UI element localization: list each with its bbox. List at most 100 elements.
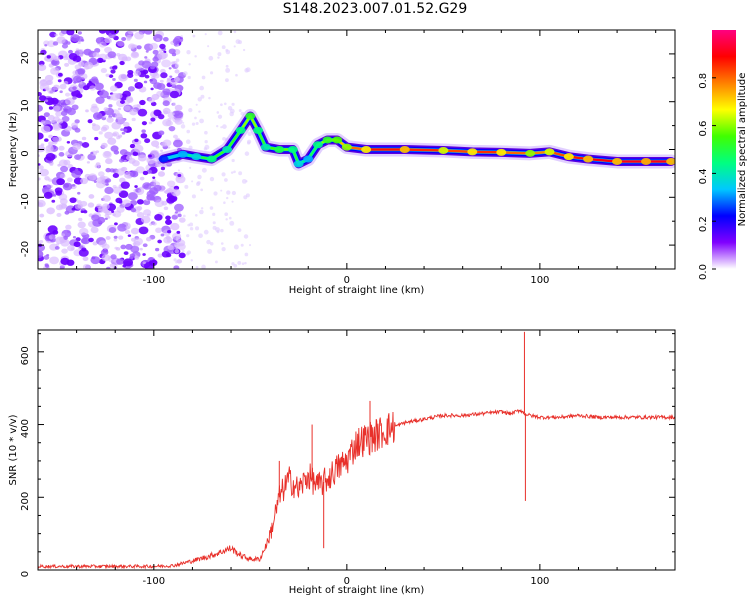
noise-blob [220,228,224,233]
noise-blob [177,173,182,177]
noise-blob [99,90,109,99]
noise-blob [245,180,248,183]
noise-blob [161,59,172,68]
noise-blob [61,115,70,123]
noise-blob [166,77,171,81]
noise-blob [143,80,148,84]
noise-blob [84,61,94,70]
noise-blob [245,193,250,198]
noise-blob [195,226,200,231]
noise-blob [161,251,170,258]
noise-blob [220,103,223,107]
colorbar-tick-label: 0.8 [698,73,709,89]
noise-blob [133,237,144,246]
noise-blob [155,38,160,42]
noise-blob [199,85,205,91]
noise-blob [69,197,77,204]
line-frame [37,329,676,571]
noise-blob [174,63,180,68]
noise-blob [112,186,122,194]
noise-blob [163,236,173,244]
noise-blob [226,196,229,200]
noise-blob [78,53,84,57]
noise-blob [49,162,54,166]
ridge-point [467,148,478,156]
noise-blob [103,107,109,112]
noise-blob [152,176,156,179]
noise-blob [77,191,81,195]
noise-blob [231,262,235,266]
noise-blob [101,254,111,262]
noise-blob [174,104,183,111]
noise-blob [138,60,145,66]
line-area [38,331,675,570]
ridge-point [322,136,333,144]
noise-blob [233,45,236,48]
noise-blob [249,244,252,247]
noise-blob [38,199,46,208]
noise-blob [134,82,144,89]
noise-blob [94,82,104,91]
noise-blob [125,243,133,250]
noise-blob [142,170,149,176]
noise-blob [59,83,67,90]
noise-blob [133,144,144,153]
noise-blob [48,234,56,240]
noise-blob [184,184,189,189]
noise-blob [78,49,84,54]
noise-blob [105,236,111,240]
noise-blob [47,40,56,48]
noise-blob [144,56,148,59]
noise-blob [104,131,114,139]
noise-blob [223,102,227,106]
noise-blob [97,165,101,169]
noise-blob [39,168,49,177]
noise-blob [125,95,133,102]
noise-blob [65,92,71,97]
x-tick-label: 100 [530,275,549,286]
noise-blob [127,86,135,92]
noise-blob [185,139,191,145]
noise-blob [116,52,121,57]
noise-blob [199,209,204,215]
noise-blob [105,167,111,173]
noise-blob [104,217,108,220]
noise-blob [201,264,206,269]
noise-blob [78,248,89,257]
noise-blob [48,134,53,139]
noise-blob [191,180,194,183]
noise-blob [154,213,163,221]
noise-blob [173,265,180,269]
ridge-point [177,150,188,158]
noise-blob [212,225,217,230]
noise-blob [44,176,50,181]
noise-blob [217,56,220,59]
noise-blob [160,166,166,171]
noise-blob [204,144,210,150]
noise-blob [50,67,60,75]
noise-blob [127,234,132,237]
noise-blob [44,97,55,106]
noise-blob [149,42,158,50]
noise-blob [38,201,41,206]
noise-blob [81,142,90,148]
noise-blob [56,212,62,217]
noise-blob [98,131,103,135]
noise-blob [56,36,66,44]
noise-blob [203,229,209,235]
noise-blob [39,213,45,218]
noise-blob [173,258,177,262]
noise-blob [176,259,183,264]
noise-blob [134,185,138,188]
noise-blob [171,112,175,116]
noise-blob [38,132,44,140]
noise-blob [130,44,135,49]
noise-blob [168,67,172,70]
noise-blob [54,187,63,194]
noise-blob [112,172,120,179]
noise-blob [55,204,64,211]
noise-blob [38,104,43,112]
noise-blob [121,199,132,208]
noise-blob [68,49,73,54]
noise-blob [201,167,207,173]
